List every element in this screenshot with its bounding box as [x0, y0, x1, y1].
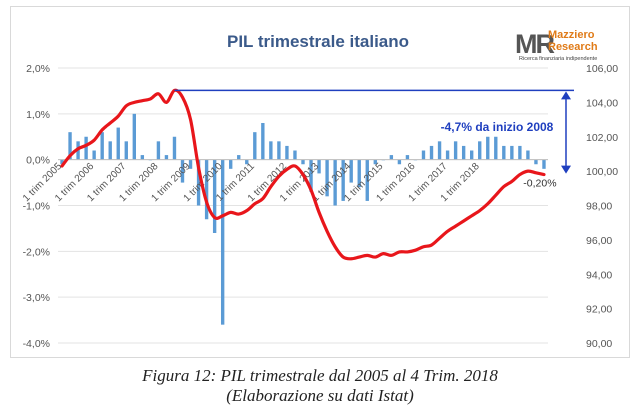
- bar: [261, 123, 265, 160]
- bar: [494, 136, 498, 160]
- caption-line-2: (Elaborazione su dati Istat): [226, 386, 414, 405]
- bar: [220, 159, 225, 325]
- logo: MR Mazziero Research Ricerca finanziaria…: [515, 29, 598, 62]
- logo-mark: MR: [515, 29, 554, 59]
- right-axis: 106,00 104,00 102,00 100,00 98,00 96,00 94,00 9…: [586, 63, 618, 350]
- right-tick-label: 98,00: [586, 201, 612, 213]
- left-tick-label: 0,0%: [26, 155, 50, 167]
- chart-frame: [10, 6, 630, 358]
- left-tick-label: -2,0%: [23, 246, 50, 258]
- bar: [341, 159, 345, 201]
- bar: [325, 159, 329, 197]
- bar: [405, 155, 410, 160]
- bar: [196, 159, 201, 206]
- right-tick-label: 92,00: [586, 304, 612, 316]
- left-tick-label: 2,0%: [26, 63, 50, 75]
- logo-tagline: Ricerca finanziaria indipendente: [519, 56, 597, 62]
- bar: [397, 159, 402, 165]
- bar: [373, 159, 377, 165]
- bar: [542, 159, 546, 169]
- bar: [212, 159, 217, 233]
- bar: [437, 141, 442, 160]
- left-tick-label: 1,0%: [26, 109, 50, 121]
- right-tick-label: 96,00: [586, 235, 612, 247]
- bar: [333, 159, 337, 206]
- bar: [285, 145, 289, 160]
- bar: [421, 150, 426, 160]
- bar: [502, 145, 506, 160]
- right-tick-label: 106,00: [586, 63, 618, 75]
- bar: [470, 150, 474, 160]
- bar: [317, 159, 321, 174]
- bar: [389, 155, 394, 160]
- bar: [124, 141, 128, 160]
- bar: [156, 141, 161, 160]
- figure-caption: Figura 12: PIL trimestrale dal 2005 al 4…: [0, 366, 640, 406]
- logo-name-line1: Mazziero: [548, 29, 595, 41]
- bar: [510, 145, 514, 160]
- bar: [60, 159, 64, 165]
- bar: [164, 155, 169, 160]
- bar: [237, 155, 241, 160]
- bar: [100, 132, 104, 160]
- left-tick-label: -3,0%: [23, 292, 50, 304]
- bar: [349, 159, 353, 183]
- bar: [245, 159, 249, 165]
- bar: [453, 141, 458, 160]
- bar: [116, 127, 120, 160]
- bar: [229, 159, 233, 169]
- left-tick-label: -4,0%: [23, 338, 50, 350]
- bar: [309, 159, 313, 192]
- bar: [293, 150, 297, 160]
- right-tick-label: 102,00: [586, 132, 618, 144]
- bar: [301, 159, 305, 165]
- logo-name-line2: Research: [548, 41, 598, 53]
- bar: [461, 145, 466, 160]
- bar: [188, 159, 193, 169]
- bar: [204, 159, 209, 220]
- bar: [172, 136, 177, 160]
- gridlines: [58, 67, 548, 344]
- bar: [140, 155, 145, 160]
- bar: [445, 150, 450, 160]
- chart: PIL trimestrale italiano MR Mazziero Res…: [21, 29, 618, 350]
- right-tick-label: 100,00: [586, 166, 618, 178]
- bar: [429, 145, 434, 160]
- bar: [518, 145, 522, 160]
- bar-series: [60, 113, 546, 325]
- chart-title: PIL trimestrale italiano: [227, 32, 409, 51]
- caption-line-1: Figura 12: PIL trimestrale dal 2005 al 4…: [142, 366, 498, 385]
- right-tick-label: 90,00: [586, 338, 612, 350]
- bar: [180, 159, 185, 183]
- cumulative-change-label: -4,7% da inizio 2008: [441, 120, 554, 134]
- gdp-index-line: [60, 88, 546, 261]
- arrow-head-up: [561, 91, 571, 100]
- arrow-head-down: [561, 165, 571, 174]
- bar: [486, 136, 490, 160]
- bar: [365, 159, 369, 201]
- bar: [478, 141, 482, 160]
- bar: [132, 113, 136, 160]
- right-tick-label: 94,00: [586, 269, 612, 281]
- bar: [357, 159, 361, 188]
- bar: [92, 150, 96, 160]
- left-tick-label: -1,0%: [23, 201, 50, 213]
- bar: [534, 159, 538, 165]
- last-quarter-label: -0,20%: [523, 178, 556, 190]
- left-axis: 2,0% 1,0% 0,0% -1,0% -2,0% -3,0% -4,0%: [23, 63, 50, 350]
- bar: [108, 141, 112, 160]
- bar: [253, 132, 257, 160]
- right-tick-label: 104,00: [586, 97, 618, 109]
- bar: [269, 141, 273, 160]
- cumulative-annotation: -4,7% da inizio 2008 -0,20%: [174, 89, 574, 190]
- bar: [277, 141, 281, 160]
- bar: [68, 132, 72, 160]
- bar: [526, 150, 530, 160]
- bar: [84, 136, 88, 160]
